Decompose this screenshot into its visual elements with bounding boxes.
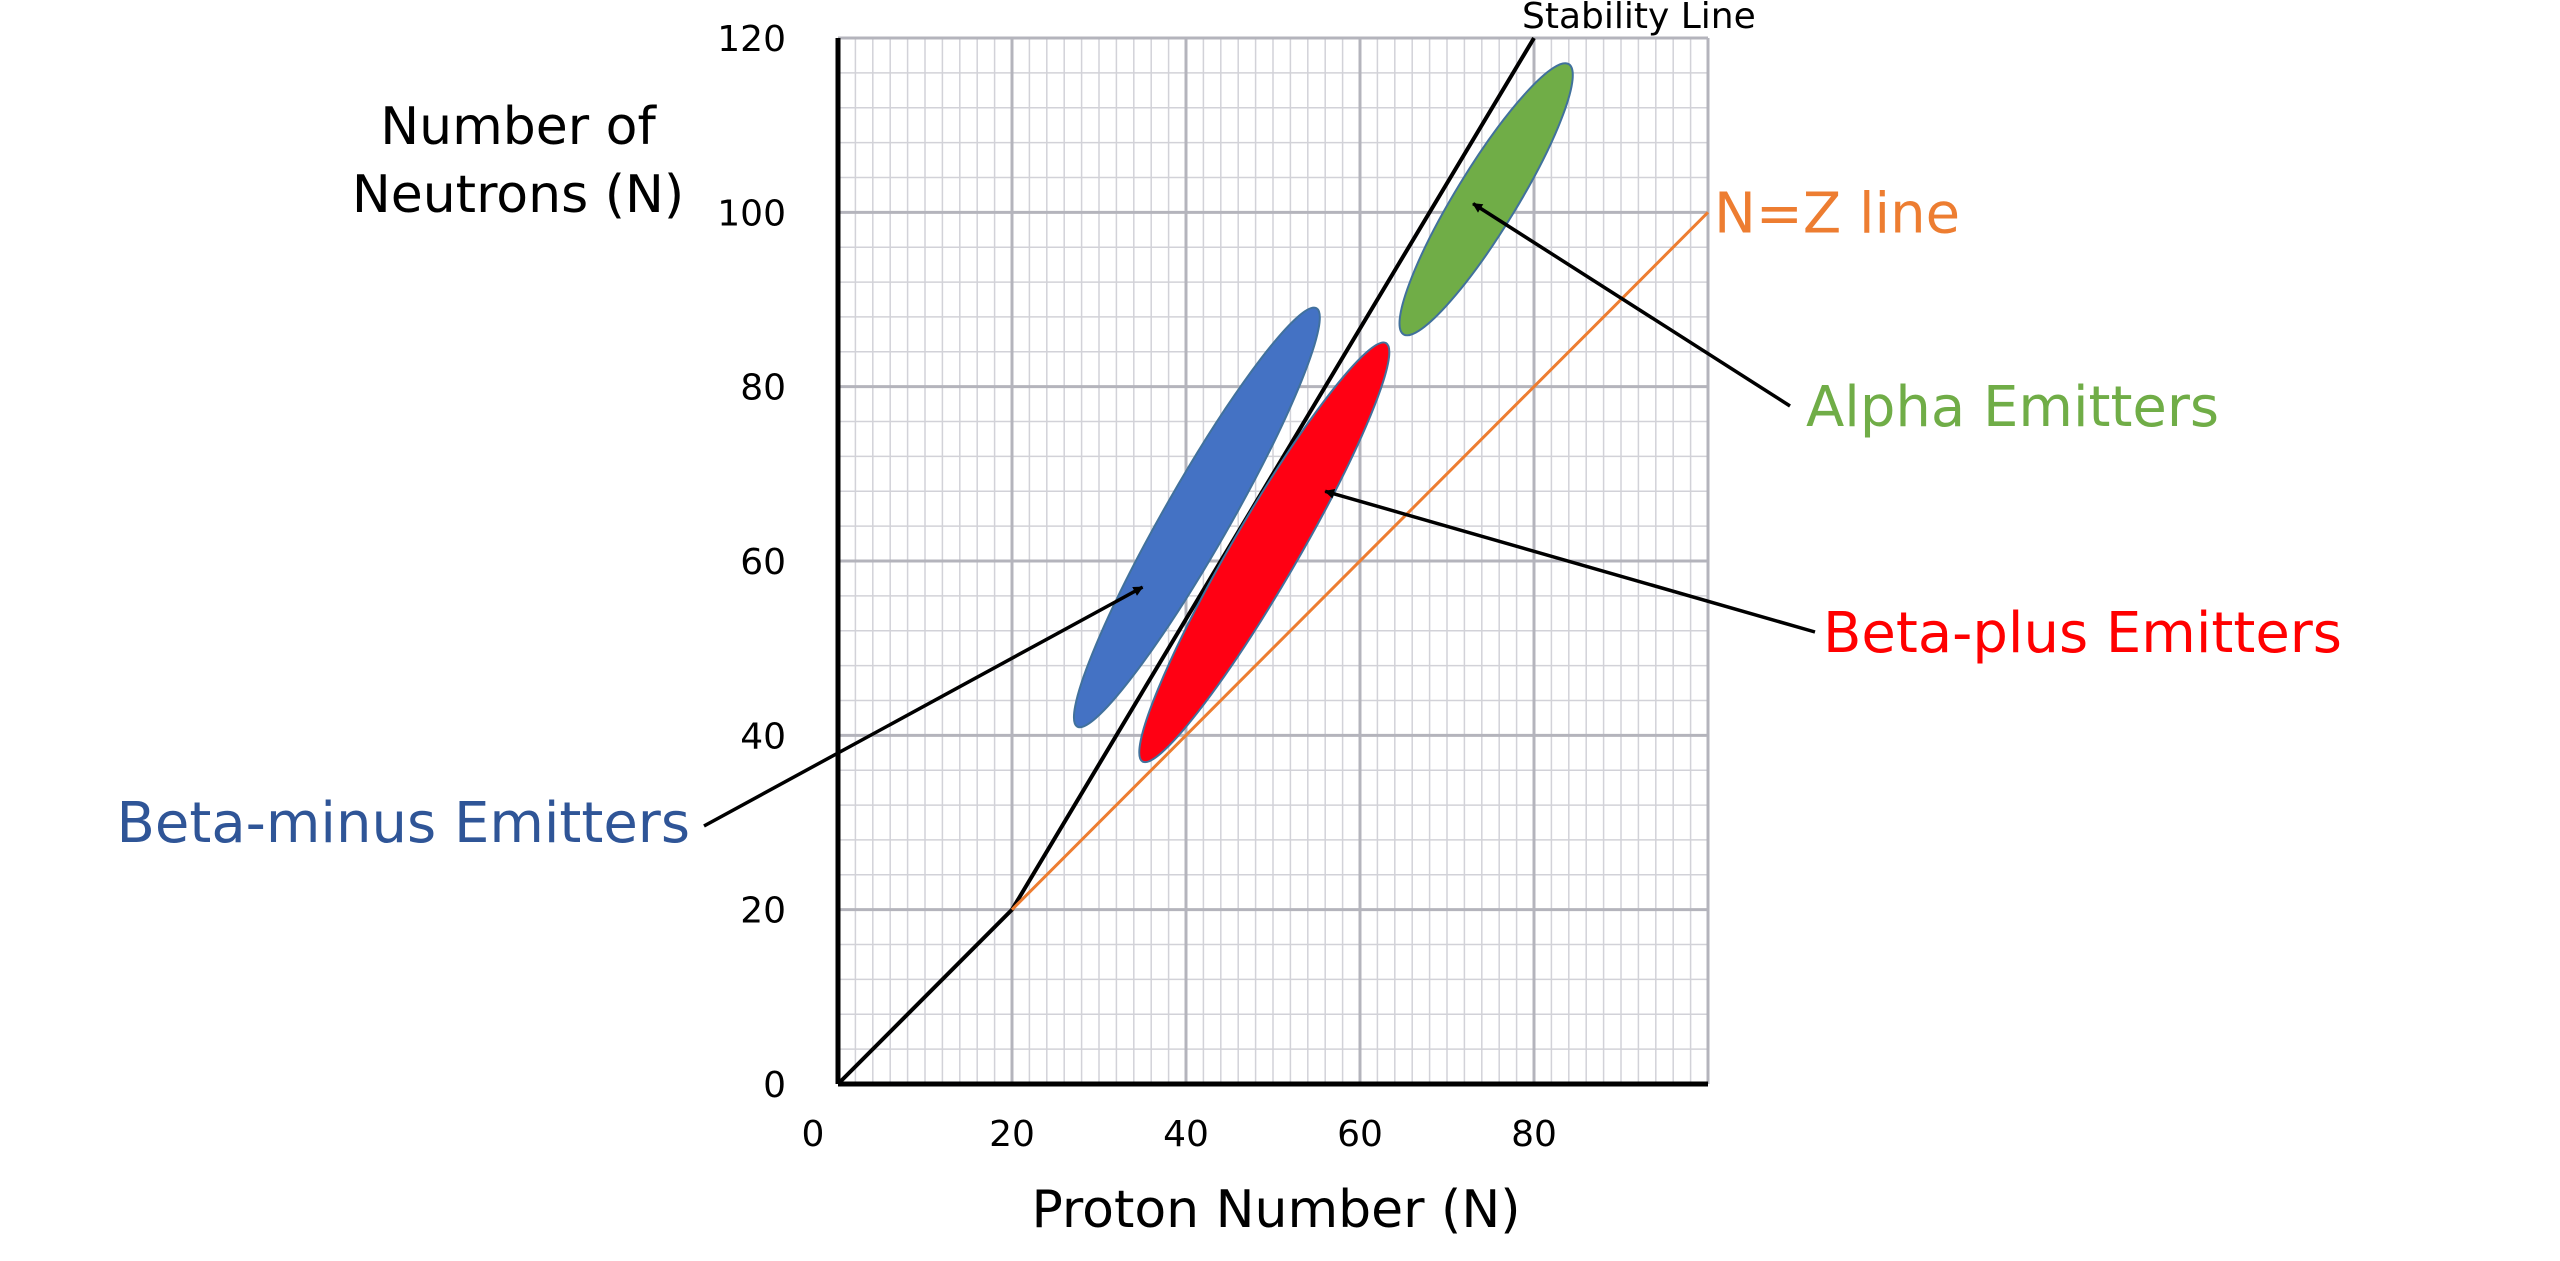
beta-plus-arrow <box>1324 488 1816 634</box>
alpha-label: Alpha Emitters <box>1806 375 2219 440</box>
y-tick-label: 20 <box>740 891 786 932</box>
tick-labels: 0 20 40 60 80 0 20 40 60 80 100 120 <box>717 19 1557 1155</box>
axes <box>835 38 1708 1087</box>
y-tick-label: 60 <box>740 542 786 583</box>
stability-line-label: Stability Line <box>1522 0 1756 37</box>
n-equals-z-line-label: N=Z line <box>1714 181 1960 246</box>
x-tick-label: 80 <box>1511 1114 1557 1155</box>
x-tick-label: 40 <box>1163 1114 1209 1155</box>
reference-lines <box>836 36 1710 1086</box>
beta-minus-region <box>1072 306 1321 729</box>
emitter-regions <box>1072 62 1574 764</box>
y-tick-label: 0 <box>763 1065 786 1106</box>
beta-plus-region <box>1138 341 1391 764</box>
x-tick-label: 0 <box>802 1114 825 1155</box>
annotations: Stability Line N=Z line Beta-minus Emitter… <box>117 0 2342 856</box>
y-tick-label: 120 <box>717 19 786 60</box>
x-tick-label: 20 <box>989 1114 1035 1155</box>
alpha-arrow <box>1472 202 1791 408</box>
y-tick-label: 80 <box>740 368 786 409</box>
y-tick-label: 100 <box>717 193 786 234</box>
y-tick-label: 40 <box>740 716 786 757</box>
y-axis-title-line-1: Number of <box>380 97 657 157</box>
x-tick-label: 60 <box>1337 1114 1383 1155</box>
x-axis-title: Proton Number (N) <box>1031 1180 1520 1240</box>
n-equals-z-line <box>1010 211 1710 911</box>
beta-minus-arrow <box>703 585 1144 828</box>
beta-plus-label: Beta-plus Emitters <box>1823 601 2342 666</box>
beta-minus-label: Beta-minus Emitters <box>117 791 690 856</box>
alpha-region <box>1398 62 1574 337</box>
y-axis-title-line-2: Neutrons (N) <box>352 165 684 225</box>
